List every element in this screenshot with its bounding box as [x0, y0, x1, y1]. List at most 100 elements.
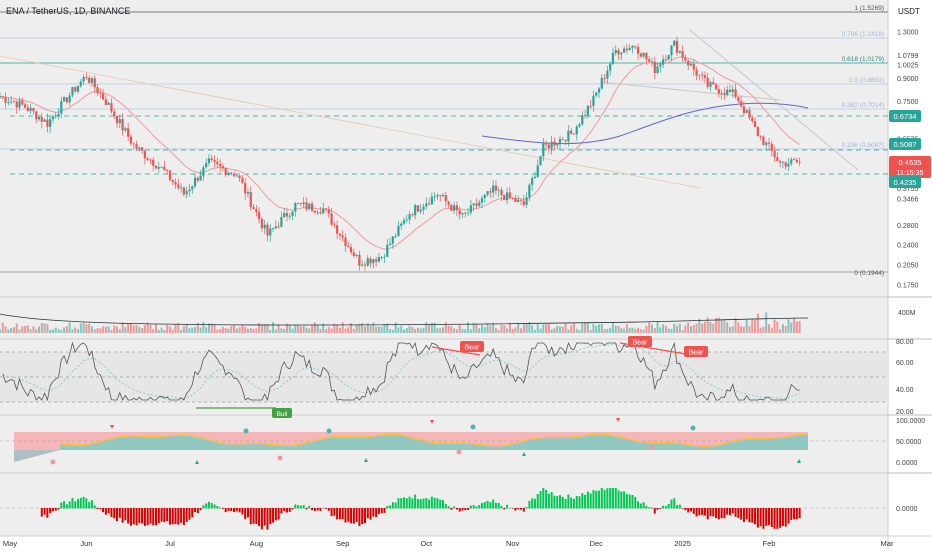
volume-bar	[464, 329, 467, 333]
histogram-bar	[561, 496, 564, 509]
candle	[558, 135, 562, 150]
volume-bar	[609, 327, 612, 333]
candle	[291, 210, 294, 221]
volume-bar	[559, 326, 562, 333]
volume-bar	[90, 326, 93, 333]
volume-bar	[492, 322, 495, 333]
price-axis-label: 0.3466	[897, 196, 919, 203]
volume-bar	[302, 325, 305, 333]
volume-bar	[564, 323, 567, 333]
histogram-bar	[194, 508, 197, 512]
histogram-bar	[559, 495, 562, 509]
volume-bar	[336, 324, 339, 333]
candle	[422, 203, 425, 215]
histogram-bar	[754, 508, 757, 525]
histogram-bar	[380, 508, 383, 514]
histogram-bar	[712, 508, 715, 517]
histogram-bar	[246, 508, 249, 518]
candle	[37, 116, 41, 122]
candle	[784, 161, 787, 170]
volume-bar	[422, 327, 425, 333]
histogram-bar	[394, 502, 397, 509]
down-triangle-marker	[110, 425, 114, 429]
volume-bar	[592, 323, 595, 333]
candle	[611, 47, 615, 66]
volume-bar	[118, 329, 121, 333]
candle	[258, 207, 261, 224]
histogram-bar	[166, 508, 169, 521]
histogram-bar	[419, 499, 422, 509]
candle	[753, 117, 757, 128]
histogram-bar	[589, 493, 592, 509]
trendlines[interactable]	[0, 29, 859, 189]
histogram-bar	[224, 508, 227, 513]
candle	[154, 164, 158, 169]
candle	[405, 214, 408, 224]
candle	[294, 202, 297, 217]
histogram-bar	[116, 508, 119, 522]
candle	[121, 113, 124, 136]
histogram-bar	[709, 508, 712, 516]
candle	[790, 157, 793, 166]
histogram-bar	[174, 508, 177, 525]
candle	[149, 158, 152, 165]
candlestick-series[interactable]	[0, 36, 801, 271]
volume-bar	[542, 324, 545, 333]
candle	[575, 124, 578, 141]
volume-bar	[720, 320, 723, 333]
price-pane-background[interactable]	[0, 0, 888, 296]
price-axis-label: 0.3755	[897, 186, 919, 193]
histogram-bar	[695, 508, 698, 517]
histogram-bar	[316, 508, 319, 511]
candle	[255, 204, 258, 217]
horizontal-levels[interactable]	[10, 115, 888, 175]
candle	[620, 51, 623, 61]
volume-bar	[191, 327, 194, 333]
volume-bar	[748, 325, 751, 333]
candle	[386, 239, 389, 258]
price-axis-label: 0.7500	[897, 99, 919, 106]
fib-label-05: 0.5 (0.8601)	[849, 77, 884, 84]
volume-bar	[313, 322, 316, 333]
histogram-bar	[118, 508, 121, 518]
histogram-bar	[389, 505, 392, 509]
histogram-bar	[213, 504, 216, 509]
volume-bar	[194, 326, 197, 333]
histogram-bar	[469, 505, 472, 509]
histogram-bar	[770, 508, 773, 528]
time-axis[interactable]: May Jun Jul Aug Sep Oct Nov Dec 2025 Feb Mar	[3, 539, 894, 548]
histogram-bar	[266, 508, 269, 530]
bear-label-1	[460, 341, 484, 352]
histogram-bar	[143, 508, 146, 527]
candle	[631, 44, 634, 54]
histogram-bar	[539, 491, 542, 509]
volume-bar	[458, 325, 461, 333]
candle	[182, 186, 185, 197]
rsi-axis-40: 40.00	[896, 387, 914, 394]
histogram-bar	[676, 505, 679, 509]
candle	[163, 160, 166, 171]
candle	[455, 201, 459, 217]
histogram-bar	[400, 498, 403, 509]
candle	[583, 110, 587, 119]
candle	[266, 222, 269, 242]
candle	[361, 260, 364, 267]
histogram-bar	[196, 508, 199, 514]
candle	[447, 201, 450, 208]
volume-bar	[595, 325, 598, 333]
volume-bar	[525, 323, 528, 333]
volume-bar	[676, 325, 679, 333]
volume-bar	[171, 329, 174, 333]
histogram-bar	[291, 508, 294, 510]
candle	[288, 212, 291, 220]
histogram-bar	[313, 508, 316, 511]
candle	[115, 115, 119, 129]
volume-bar	[141, 328, 144, 333]
volume-bar	[160, 327, 163, 333]
histogram-bar	[536, 494, 539, 509]
fibonacci-retracement[interactable]: 1 (1.5269) 0.786 (1.2418) 0.618 (1.0179)…	[0, 5, 888, 277]
volume-bar	[508, 322, 511, 333]
histogram-bar	[260, 508, 263, 530]
